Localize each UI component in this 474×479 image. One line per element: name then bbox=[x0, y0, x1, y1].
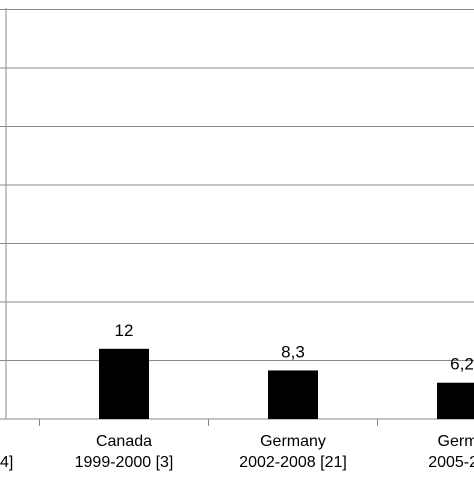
bar bbox=[268, 370, 318, 419]
category-label-line2: 2005-200 bbox=[428, 454, 474, 471]
data-label: 6,2 bbox=[450, 355, 474, 374]
bar bbox=[437, 382, 474, 419]
category-label-line1: Germa bbox=[438, 433, 474, 450]
data-label: 12 bbox=[115, 321, 134, 340]
category-label-line2: 1999-2000 [3] bbox=[75, 454, 174, 471]
category-label-line2: 2002-2008 [21] bbox=[239, 454, 347, 471]
bar bbox=[99, 348, 149, 419]
data-label: 8,3 bbox=[281, 342, 305, 361]
category-label-line2: 4] bbox=[0, 454, 13, 471]
category-label-line1: Canada bbox=[96, 433, 152, 450]
category-label-line1: Germany bbox=[260, 433, 326, 450]
